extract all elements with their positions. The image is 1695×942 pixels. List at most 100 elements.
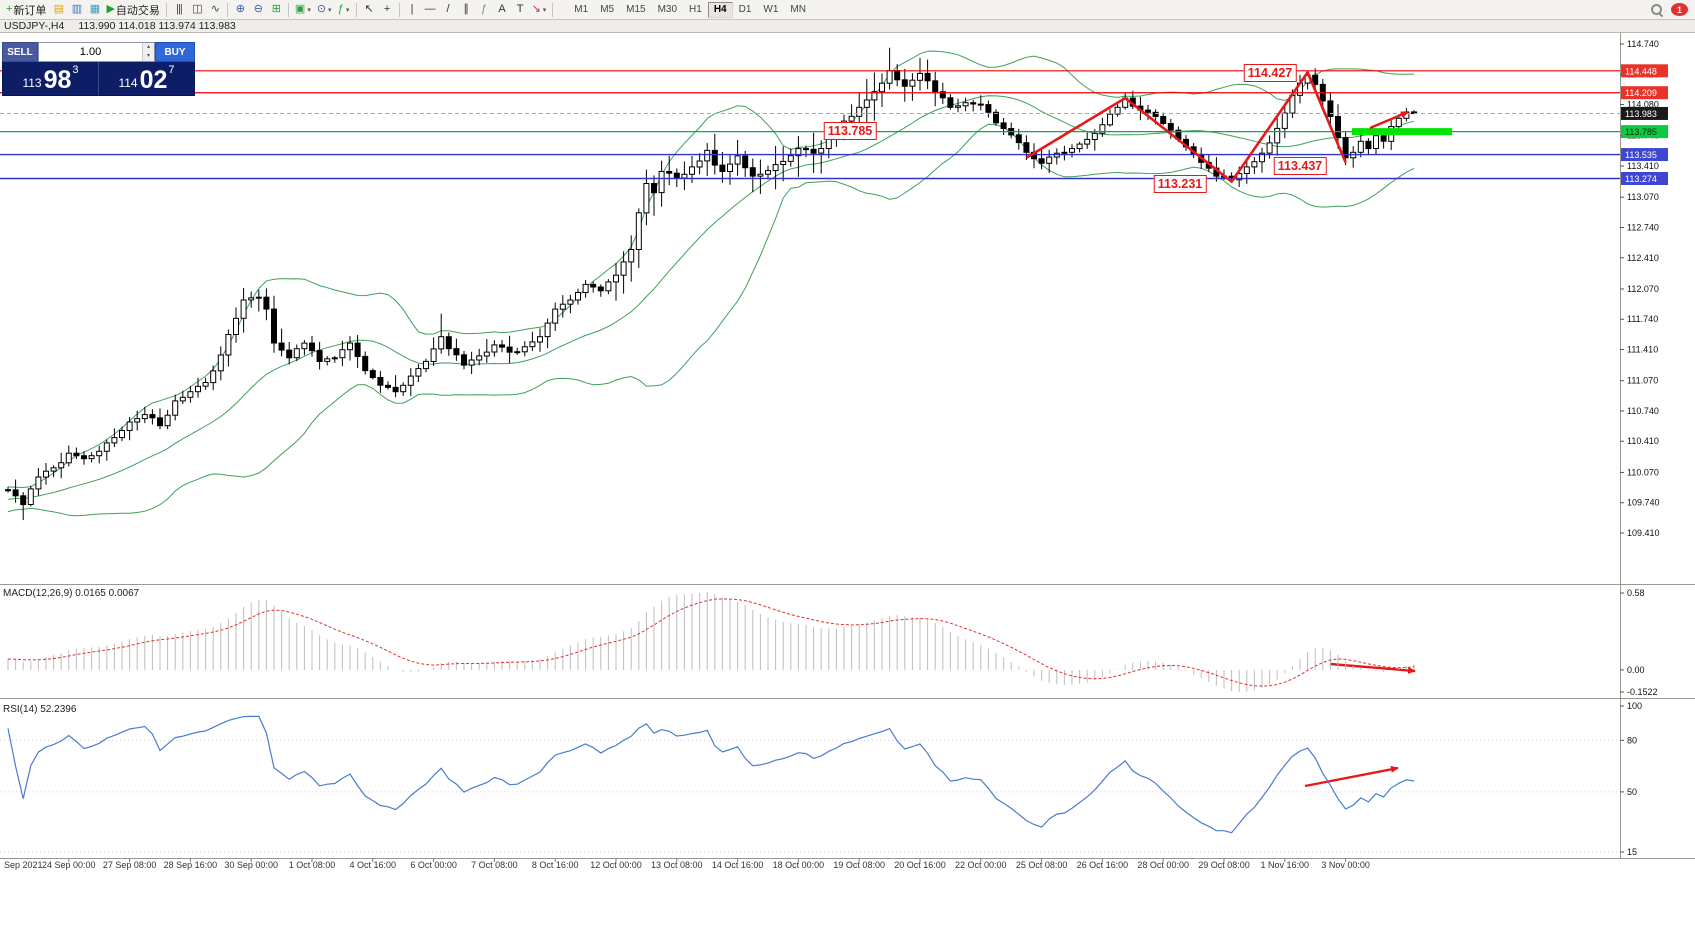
sell-price-display[interactable]: 113 98 3 [3, 62, 98, 95]
price-trend-arrow[interactable] [1369, 110, 1409, 130]
macd-arrow[interactable] [1329, 662, 1416, 674]
fibonacci-icon: ƒ [481, 3, 487, 15]
volume-up-button[interactable]: ▴ [143, 43, 154, 52]
price-badge-113.274 [1621, 171, 1668, 185]
new-chart-button[interactable]: ▣ ▾ [292, 1, 314, 18]
price-divider [98, 62, 99, 95]
chevron-down-icon: ▾ [328, 6, 332, 14]
buy-price-prefix: 114 [118, 76, 138, 90]
svg-text:113.535: 113.535 [1625, 150, 1657, 160]
sell-button[interactable]: SELL [2, 42, 38, 62]
horizontal-lines[interactable] [0, 70, 1620, 180]
fibonacci-button[interactable]: ƒ [475, 1, 493, 18]
tile-windows-button[interactable]: ⊞ [267, 1, 285, 18]
vertical-line-button[interactable]: | [403, 1, 421, 18]
price-badge-114.209 [1621, 86, 1668, 100]
buy-price-sup: 7 [168, 64, 175, 76]
new-order-button-label: 新订单 [13, 4, 47, 17]
svg-text:8 Oct 16:00: 8 Oct 16:00 [532, 860, 579, 870]
arrows-button[interactable]: ↘ ▾ [529, 1, 550, 18]
market-watch-button[interactable]: ▦ [85, 1, 103, 18]
charts-icon: ▤ [53, 3, 64, 15]
buy-price-big: 02 [139, 66, 168, 94]
bar-chart-button[interactable]: ||| [170, 1, 188, 18]
svg-text:19 Oct 08:00: 19 Oct 08:00 [833, 860, 885, 870]
price-axis[interactable]: 114.740114.410114.080113.740113.410113.0… [1620, 39, 1668, 538]
trend-zigzag-annotation[interactable] [1025, 71, 1347, 183]
timeframe-w1[interactable]: W1 [757, 2, 784, 18]
svg-text:110.070: 110.070 [1627, 467, 1659, 477]
text-button[interactable]: A [493, 1, 511, 18]
toolbar-separator [226, 2, 228, 17]
cursor-button[interactable]: ↖ [360, 1, 378, 18]
timeframe-m5[interactable]: M5 [594, 2, 620, 18]
cycles-button[interactable]: ⊙ ▾ [314, 1, 335, 18]
annotation-price-label[interactable]: 113.231 [1153, 175, 1207, 193]
zoom-in-button[interactable]: ⊕ [231, 1, 249, 18]
svg-text:113.785: 113.785 [1625, 127, 1657, 137]
svg-text:29 Oct 08:00: 29 Oct 08:00 [1198, 860, 1250, 870]
support-zone-highlight[interactable] [1352, 128, 1452, 136]
svg-text:113.070: 113.070 [1627, 192, 1659, 202]
svg-text:18 Oct 00:00: 18 Oct 00:00 [773, 860, 825, 870]
chevron-down-icon: ▾ [542, 6, 547, 14]
time-axis[interactable]: Sep 2021 24 Sep 00:00 27 Sep 08:00 28 Sep 1… [4, 858, 1370, 871]
svg-text:4 Oct 16:00: 4 Oct 16:00 [350, 860, 397, 870]
candlestick-chart-button[interactable]: ◫ [188, 1, 206, 18]
search-icon[interactable] [1651, 3, 1663, 16]
buy-price-display[interactable]: 114 02 7 [99, 62, 194, 95]
svg-text:1 Oct 08:00: 1 Oct 08:00 [289, 860, 336, 870]
auto-trading-button[interactable]: ▶ 自动交易 [103, 1, 162, 18]
svg-text:113.410: 113.410 [1627, 161, 1659, 171]
timeframe-m15[interactable]: M15 [620, 2, 651, 18]
bar-chart-icon: ||| [176, 3, 183, 15]
trendline-button[interactable]: / [439, 1, 457, 18]
annotation-price-label[interactable]: 113.785 [823, 122, 877, 140]
timeframe-toolbar: M1 M5 M15 M30 H1 H4 D1 W1 MN [568, 1, 812, 18]
macd-panel: 0.58 0.00 -0.1522 MACD(12,26,9) 0.0165 0.00… [3, 588, 1658, 697]
toolbar-separator [355, 2, 357, 17]
timeframe-h4[interactable]: H4 [707, 1, 733, 18]
line-chart-button[interactable]: ∿ [206, 1, 224, 18]
charts-button[interactable]: ▤ [49, 1, 67, 18]
svg-text:114.448: 114.448 [1625, 66, 1657, 76]
notification-badge[interactable]: 1 [1671, 3, 1688, 16]
vertical-line-icon: | [410, 3, 414, 15]
annotation-price-label[interactable]: 113.437 [1273, 157, 1327, 175]
svg-text:20 Oct 16:00: 20 Oct 16:00 [894, 860, 946, 870]
timeframe-m30[interactable]: M30 [652, 2, 683, 18]
crosshair-button[interactable]: + [378, 1, 396, 18]
svg-text:26 Oct 16:00: 26 Oct 16:00 [1077, 860, 1129, 870]
price-badge-113.785 [1621, 125, 1668, 139]
svg-text:114.209: 114.209 [1625, 88, 1657, 98]
annotation-price-label[interactable]: 114.427 [1243, 64, 1297, 82]
buy-button[interactable]: BUY [155, 42, 195, 62]
svg-text:111.740: 111.740 [1627, 314, 1658, 324]
zoom-out-button[interactable]: ⊖ [249, 1, 267, 18]
new-order-button[interactable]: + 新订单 [3, 1, 49, 18]
indicators-button[interactable]: ƒ ▾ [335, 1, 353, 18]
timeframe-m1[interactable]: M1 [568, 2, 594, 18]
timeframe-h1[interactable]: H1 [683, 2, 708, 18]
volume-input[interactable] [39, 43, 142, 61]
svg-text:50: 50 [1627, 787, 1637, 797]
label-button[interactable]: T [511, 1, 529, 18]
profiles-button[interactable]: ▥ [67, 1, 85, 18]
svg-text:Sep 2021: Sep 2021 [4, 860, 43, 870]
svg-text:1 Nov 16:00: 1 Nov 16:00 [1261, 860, 1310, 870]
sell-price-prefix: 113 [22, 76, 42, 90]
volume-down-button[interactable]: ▾ [143, 52, 154, 61]
svg-text:112.070: 112.070 [1627, 284, 1659, 294]
horizontal-line-button[interactable]: — [421, 1, 439, 18]
new-order-icon: + [6, 3, 13, 15]
auto-trading-icon: ▶ [106, 3, 115, 15]
timeframe-d1[interactable]: D1 [733, 2, 758, 18]
price-badge-113.983 [1621, 106, 1668, 120]
svg-text:15: 15 [1627, 847, 1637, 857]
rsi-arrow[interactable] [1304, 765, 1399, 788]
timeframe-mn[interactable]: MN [784, 2, 812, 18]
svg-text:112.740: 112.740 [1627, 222, 1659, 232]
arrows-icon: ↘ [531, 3, 541, 15]
channel-button[interactable]: ∥ [457, 1, 475, 18]
